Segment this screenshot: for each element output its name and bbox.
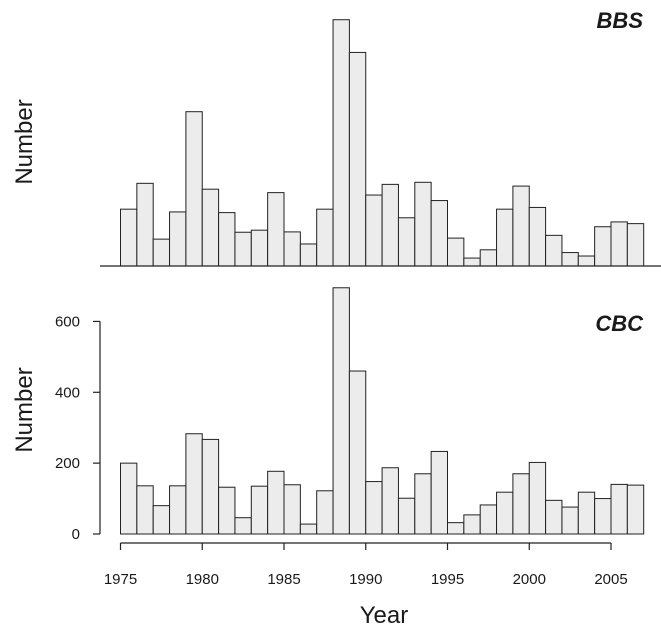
bar-cbc-1998 xyxy=(496,491,514,535)
x-tick-label-1990: 1990 xyxy=(349,571,382,588)
bar-cbc-1997 xyxy=(479,504,498,535)
bar-cbc-2001 xyxy=(545,499,563,535)
bar-cbc-1985 xyxy=(283,484,301,535)
bar-bbs-2003 xyxy=(577,255,596,267)
y-tick-label-0: 0 xyxy=(72,526,80,543)
y-tick-label-600: 600 xyxy=(55,313,80,330)
bar-bbs-2005 xyxy=(610,221,628,267)
x-tick-label-1975: 1975 xyxy=(104,571,137,588)
bar-cbc-1993 xyxy=(414,473,432,535)
bar-cbc-1982 xyxy=(234,517,252,535)
x-tick-label-2005: 2005 xyxy=(594,571,627,588)
bar-bbs-1996 xyxy=(463,257,481,267)
bar-bbs-1989 xyxy=(348,51,367,267)
cbc-x-axis: 1975 1980 1985 1990 1995 2000 2005 xyxy=(104,542,628,588)
bar-bbs-2000 xyxy=(528,206,547,267)
bar-cbc-2003 xyxy=(577,491,596,535)
bar-bbs-1998 xyxy=(496,208,514,267)
bar-bbs-1981 xyxy=(218,212,236,267)
bar-bbs-1979 xyxy=(185,111,203,267)
bar-cbc-1991 xyxy=(381,467,399,535)
bar-bbs-1976 xyxy=(136,182,154,267)
bar-bbs-1978 xyxy=(169,211,187,267)
bar-bbs-1991 xyxy=(381,183,399,267)
bar-cbc-2006 xyxy=(626,484,645,535)
bar-bbs-1994 xyxy=(430,200,448,267)
bar-cbc-1983 xyxy=(250,485,269,535)
bar-bbs-1999 xyxy=(512,185,530,267)
bar-cbc-1986 xyxy=(299,523,318,535)
bar-cbc-1995 xyxy=(447,522,465,535)
bar-cbc-1999 xyxy=(512,473,530,535)
bar-bbs-1997 xyxy=(479,249,498,267)
bar-bbs-2002 xyxy=(561,252,579,267)
bar-cbc-1984 xyxy=(267,470,285,535)
bar-bbs-1995 xyxy=(447,237,465,267)
bar-cbc-2005 xyxy=(610,483,628,535)
bar-bbs-1984 xyxy=(267,192,285,267)
bar-cbc-1975 xyxy=(120,462,138,535)
bar-bbs-1990 xyxy=(365,194,383,267)
bbs-y-axis-label: Number xyxy=(11,99,38,184)
bar-bbs-2004 xyxy=(594,226,612,267)
bar-cbc-1978 xyxy=(169,485,187,535)
cbc-bars xyxy=(120,287,645,535)
bar-cbc-1989 xyxy=(348,370,367,535)
x-tick-label-1980: 1980 xyxy=(186,571,219,588)
bbs-bars xyxy=(120,19,645,267)
bar-bbs-1983 xyxy=(250,229,269,267)
bar-cbc-1992 xyxy=(397,497,416,535)
bar-bbs-1993 xyxy=(414,181,432,267)
bar-cbc-1990 xyxy=(365,481,383,535)
x-tick-label-1995: 1995 xyxy=(431,571,464,588)
bar-cbc-1976 xyxy=(136,485,154,535)
bar-bbs-1982 xyxy=(234,231,252,267)
bar-bbs-1988 xyxy=(332,19,350,267)
y-tick-label-200: 200 xyxy=(55,455,80,472)
bar-cbc-1994 xyxy=(430,450,448,535)
bar-cbc-1988 xyxy=(332,287,350,535)
bar-cbc-1977 xyxy=(152,505,171,535)
bar-cbc-2000 xyxy=(528,461,547,535)
bar-bbs-1986 xyxy=(299,243,318,267)
bar-bbs-1977 xyxy=(152,238,171,267)
bar-cbc-1996 xyxy=(463,514,481,535)
bbs-panel: BBS Number xyxy=(11,8,661,267)
bar-cbc-1987 xyxy=(316,490,334,535)
bar-bbs-1985 xyxy=(283,231,301,267)
bar-bbs-1980 xyxy=(201,188,220,267)
bar-bbs-1975 xyxy=(120,208,138,267)
y-tick-label-400: 400 xyxy=(55,384,80,401)
cbc-y-axis: 0 200 400 600 xyxy=(55,313,101,543)
x-tick-label-1985: 1985 xyxy=(267,571,300,588)
bar-cbc-1980 xyxy=(201,438,220,535)
x-axis-title: Year xyxy=(360,602,409,629)
bar-bbs-2001 xyxy=(545,234,563,267)
bbs-panel-title: BBS xyxy=(597,8,644,33)
cbc-panel-title: CBC xyxy=(595,311,644,336)
bar-cbc-1979 xyxy=(185,433,203,535)
bar-cbc-2002 xyxy=(561,506,579,535)
bar-cbc-2004 xyxy=(594,498,612,535)
x-tick-label-2000: 2000 xyxy=(513,571,546,588)
cbc-y-axis-label: Number xyxy=(11,367,38,452)
bar-bbs-1992 xyxy=(397,217,416,267)
bar-cbc-1981 xyxy=(218,486,236,535)
bar-bbs-1987 xyxy=(316,208,334,267)
bar-bbs-2006 xyxy=(626,223,645,267)
